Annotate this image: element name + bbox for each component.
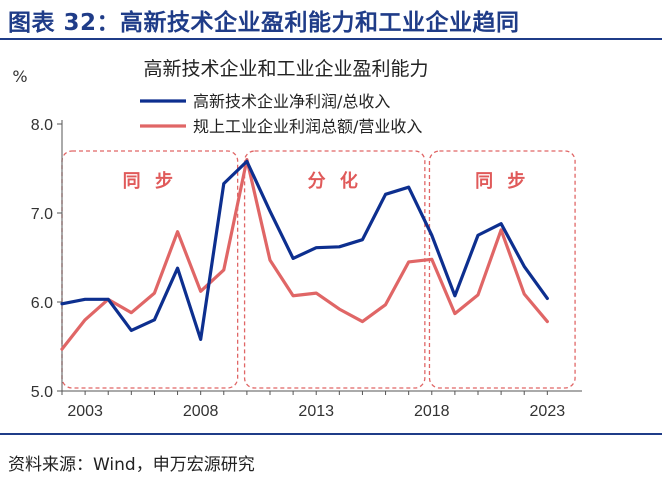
series-line-2 — [60, 157, 549, 351]
region-box-3 — [428, 150, 576, 389]
line-chart: 高新技术企业和工业企业盈利能力 % 同 步 分 化 同 步 5.0 6.0 7.0 8.0… — [12, 58, 582, 420]
source-note: 资料来源：Wind，申万宏源研究 — [8, 455, 255, 475]
figure-title: 图表 32：高新技术企业盈利能力和工业企业趋同 — [8, 10, 520, 36]
region-label-2: 分 化 — [308, 170, 362, 192]
series-line-1 — [60, 159, 549, 341]
x-tick-label: 2013 — [298, 403, 334, 420]
region-box-1 — [61, 150, 239, 389]
y-unit-label: % — [12, 67, 27, 86]
region-label-1: 同 步 — [123, 170, 177, 192]
footer-rule — [0, 433, 662, 435]
y-tick-label: 8.0 — [31, 117, 53, 134]
header-rule — [0, 38, 662, 40]
x-tick-label: 2003 — [67, 403, 103, 420]
chart-title: 高新技术企业和工业企业盈利能力 — [143, 58, 428, 80]
region-label-3: 同 步 — [475, 170, 529, 192]
y-tick-label: 5.0 — [31, 384, 53, 401]
y-tick-label: 7.0 — [31, 206, 53, 223]
legend-label-1: 高新技术企业净利润/总收入 — [193, 92, 390, 111]
legend-label-2: 规上工业企业利润总额/营业收入 — [193, 117, 422, 136]
x-tick-label: 2008 — [183, 403, 219, 420]
x-tick-label: 2018 — [414, 403, 450, 420]
y-tick-label: 6.0 — [31, 295, 53, 312]
region-box-2 — [243, 150, 426, 389]
x-tick-label: 2023 — [530, 403, 566, 420]
